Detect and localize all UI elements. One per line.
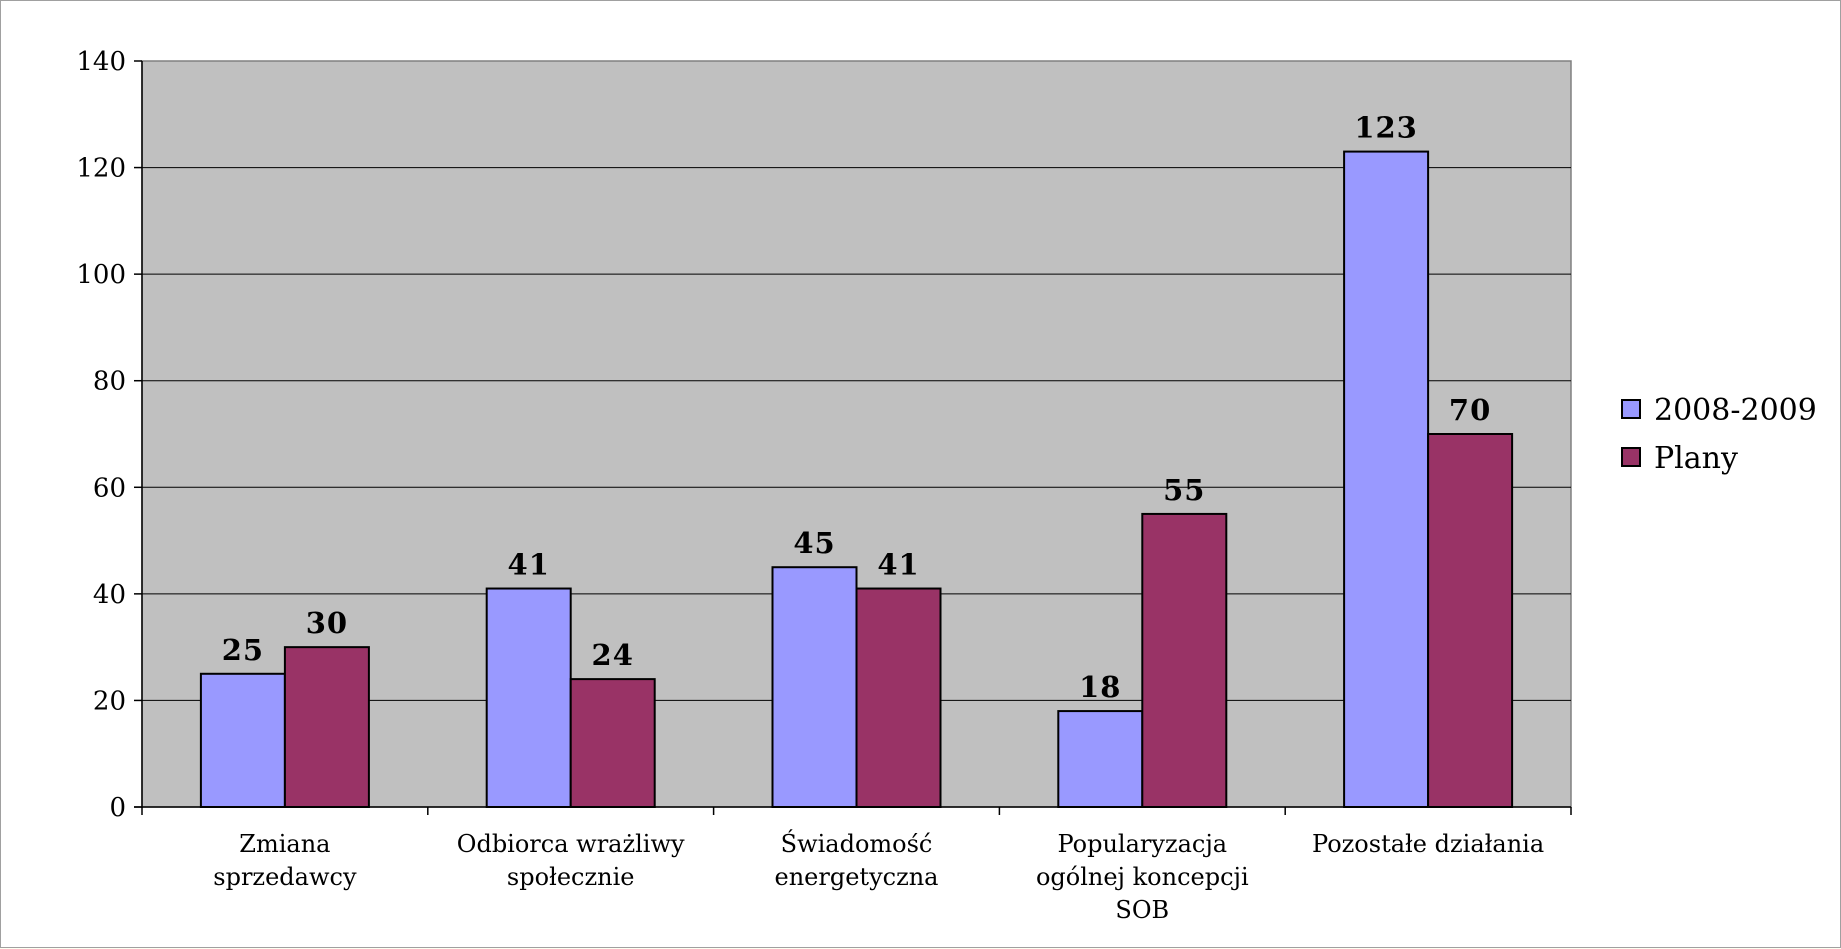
y-tick-label: 20 xyxy=(93,686,126,716)
legend-label: Plany xyxy=(1654,441,1738,476)
data-label: 41 xyxy=(877,548,919,582)
data-label: 70 xyxy=(1449,393,1491,427)
data-labels: 25 30 41 24 45 41 18 55 123 70 xyxy=(222,111,1491,704)
data-label: 18 xyxy=(1079,670,1121,704)
bar-plany-4 xyxy=(1427,433,1514,808)
data-label: 41 xyxy=(508,548,550,582)
bars xyxy=(199,150,1514,809)
bar-plany-0 xyxy=(283,646,370,809)
data-label: 123 xyxy=(1354,111,1418,145)
y-tick-labels: 0 20 40 60 80 100 120 140 xyxy=(76,47,126,823)
data-label: 24 xyxy=(592,638,634,672)
axes xyxy=(134,60,1572,815)
data-label: 30 xyxy=(306,606,348,640)
legend-swatch xyxy=(1621,399,1641,419)
bar-2008-2009-1 xyxy=(485,587,572,808)
data-label: 25 xyxy=(222,633,264,667)
bar-2008-2009-2 xyxy=(771,566,858,809)
x-category-label: Pozostałe działania xyxy=(1312,830,1544,858)
data-label: 55 xyxy=(1163,473,1205,507)
bar-2008-2009-0 xyxy=(199,672,286,808)
legend-label: 2008-2009 xyxy=(1654,393,1817,428)
y-tick-label: 0 xyxy=(109,793,126,823)
bar-plany-1 xyxy=(569,678,656,808)
y-tick-label: 100 xyxy=(76,260,126,290)
x-category-label: Świadomość energetyczna xyxy=(775,829,939,891)
x-category-label: Zmiana sprzedawcy xyxy=(213,830,357,891)
y-tick-label: 120 xyxy=(76,154,126,184)
data-label: 45 xyxy=(793,526,835,560)
bar-plany-3 xyxy=(1141,512,1228,809)
grid-lines xyxy=(142,167,1571,701)
x-category-labels: Zmiana sprzedawcy Odbiorca wrażliwy społecz… xyxy=(213,829,1544,924)
x-category-label: Odbiorca wrażliwy społecznie xyxy=(457,830,685,891)
legend-swatch xyxy=(1621,447,1641,467)
x-category-label: Popularyzacja ogólnej koncepcji SOB xyxy=(1036,830,1249,924)
legend: 2008-2009 Plany xyxy=(1621,393,1817,476)
y-tick-label: 80 xyxy=(93,367,126,397)
bar-plany-2 xyxy=(855,587,942,808)
bar-2008-2009-3 xyxy=(1057,710,1144,808)
y-tick-label: 40 xyxy=(93,580,126,610)
bar-2008-2009-4 xyxy=(1343,150,1430,809)
y-tick-label: 140 xyxy=(76,47,126,77)
y-tick-label: 60 xyxy=(93,473,126,503)
